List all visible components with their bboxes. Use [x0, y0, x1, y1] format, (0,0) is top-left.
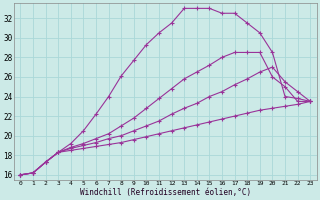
X-axis label: Windchill (Refroidissement éolien,°C): Windchill (Refroidissement éolien,°C)	[80, 188, 251, 197]
